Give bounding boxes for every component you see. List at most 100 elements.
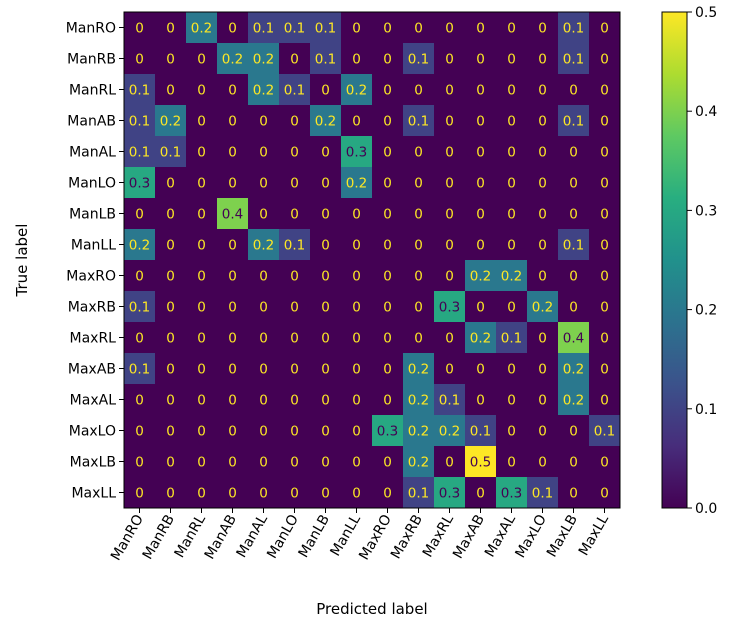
colorbar — [661, 11, 688, 509]
y-tick-label: MaxAB — [68, 362, 116, 378]
cell-value-label: 0.1 — [315, 52, 336, 68]
heatmap-cell — [372, 74, 404, 106]
cell-value-label: 0 — [538, 424, 547, 440]
heatmap-cell — [155, 260, 187, 292]
heatmap-cell — [558, 446, 590, 478]
x-tick-label: MaxLB — [544, 512, 581, 560]
cell-value-label: 0.2 — [160, 114, 181, 130]
heatmap-cell — [558, 260, 590, 292]
heatmap-cell — [403, 260, 435, 292]
cell-value-label: 0 — [321, 331, 330, 347]
cell-value-label: 0 — [290, 145, 299, 161]
cell-value-label: 0.1 — [563, 21, 584, 37]
heatmap-cell — [496, 43, 528, 75]
heatmap-cell — [341, 353, 373, 385]
heatmap-cell — [558, 291, 590, 323]
heatmap-cell — [217, 136, 249, 168]
cell-value-label: 0 — [321, 455, 330, 471]
heatmap-cell — [372, 105, 404, 137]
cell-value-label: 0.1 — [532, 486, 553, 502]
y-axis-label: True label — [13, 224, 31, 298]
x-tick-label: MaxLO — [512, 512, 549, 561]
heatmap-cell — [558, 105, 590, 137]
heatmap-cell — [434, 446, 466, 478]
heatmap-cell — [248, 198, 280, 230]
heatmap-cell — [217, 415, 249, 447]
cell-value-label: 0.5 — [470, 455, 491, 471]
cell-value-label: 0 — [445, 362, 454, 378]
heatmap-cell — [496, 384, 528, 416]
cell-value-label: 0 — [538, 114, 547, 130]
heatmap-cell — [124, 291, 156, 323]
heatmap-cell — [465, 415, 497, 447]
cell-value-label: 0 — [259, 331, 268, 347]
heatmap-cell — [310, 446, 342, 478]
heatmap-cell — [155, 12, 187, 44]
cell-value-label: 0 — [290, 176, 299, 192]
cell-value-label: 0 — [197, 52, 206, 68]
heatmap-cell — [217, 477, 249, 509]
heatmap-cell — [434, 12, 466, 44]
cell-value-label: 0 — [321, 269, 330, 285]
heatmap-cell — [310, 415, 342, 447]
cell-value-label: 0.1 — [439, 393, 460, 409]
heatmap-cell — [558, 136, 590, 168]
heatmap-cell — [527, 74, 559, 106]
heatmap-cell — [558, 198, 590, 230]
heatmap-cell — [434, 322, 466, 354]
heatmap-cell — [217, 291, 249, 323]
heatmap-cell — [124, 74, 156, 106]
cell-value-label: 0.1 — [129, 300, 150, 316]
heatmap-cell — [589, 477, 621, 509]
cell-value-label: 0 — [259, 455, 268, 471]
cell-value-label: 0 — [197, 207, 206, 223]
heatmap-cell — [341, 260, 373, 292]
heatmap-cell — [310, 136, 342, 168]
cell-value-label: 0 — [445, 207, 454, 223]
heatmap-cell — [589, 12, 621, 44]
heatmap-cell — [217, 446, 249, 478]
cell-value-label: 0 — [135, 424, 144, 440]
heatmap-cell — [496, 74, 528, 106]
heatmap-cell — [589, 353, 621, 385]
heatmap-cell — [341, 384, 373, 416]
heatmap-cell — [465, 353, 497, 385]
cell-value-label: 0 — [414, 145, 423, 161]
heatmap-cell — [155, 291, 187, 323]
heatmap-cell — [465, 322, 497, 354]
heatmap-cell — [496, 322, 528, 354]
heatmap-cell — [558, 229, 590, 261]
cell-value-label: 0 — [259, 207, 268, 223]
cell-value-label: 0 — [197, 331, 206, 347]
y-tick-label: ManAB — [67, 114, 116, 130]
cell-value-label: 0 — [352, 238, 361, 254]
cell-value-label: 0 — [228, 486, 237, 502]
heatmap-cell — [279, 105, 311, 137]
cell-value-label: 0 — [352, 269, 361, 285]
heatmap-cell — [465, 105, 497, 137]
cell-value-label: 0 — [383, 362, 392, 378]
heatmap-cell — [434, 291, 466, 323]
y-tick-label: ManAL — [69, 145, 116, 161]
heatmap-cell — [527, 43, 559, 75]
cell-value-label: 0 — [538, 207, 547, 223]
cell-value-label: 0 — [383, 145, 392, 161]
heatmap-cell — [372, 43, 404, 75]
cell-value-label: 0 — [135, 21, 144, 37]
heatmap-cell — [248, 260, 280, 292]
heatmap-cell — [124, 105, 156, 137]
cell-value-label: 0 — [507, 145, 516, 161]
y-tick-label: MaxRL — [70, 331, 117, 347]
heatmap-cell — [372, 353, 404, 385]
cell-value-label: 0.2 — [470, 331, 491, 347]
cell-value-label: 0.2 — [408, 362, 429, 378]
heatmap-cell — [310, 353, 342, 385]
heatmap-cell — [155, 105, 187, 137]
cell-value-label: 0 — [228, 269, 237, 285]
heatmap-cell — [310, 384, 342, 416]
heatmap-cell — [341, 477, 373, 509]
cell-value-label: 0 — [197, 455, 206, 471]
cell-value-label: 0 — [383, 486, 392, 502]
heatmap-cell — [341, 415, 373, 447]
heatmap-cell — [279, 229, 311, 261]
